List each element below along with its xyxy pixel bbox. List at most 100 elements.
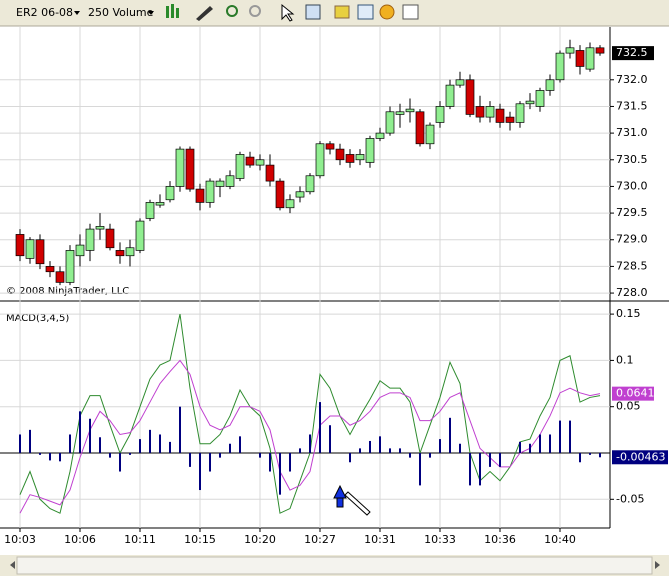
- x-tick-label: 10:33: [424, 533, 456, 546]
- candle-body: [215, 180, 225, 187]
- icon[interactable]: [196, 6, 213, 21]
- candle-body: [365, 138, 375, 163]
- candle-body: [395, 111, 405, 115]
- candle-body: [555, 52, 565, 81]
- candle-body: [295, 191, 305, 198]
- candle-body: [405, 108, 415, 113]
- candle-body: [265, 164, 275, 182]
- candle-body: [445, 84, 455, 107]
- candle-body: [275, 180, 285, 209]
- candle-body: [595, 47, 605, 54]
- scrollbar-track[interactable]: [16, 556, 653, 575]
- candle-body: [115, 250, 125, 257]
- icon[interactable]: [171, 4, 174, 18]
- candle-body: [125, 247, 135, 257]
- candle-body: [105, 228, 115, 249]
- marker-arrow: [333, 484, 347, 499]
- price-badge-label: 732.5: [616, 46, 648, 59]
- scroll-left[interactable]: [10, 561, 15, 569]
- toolbar-icons[interactable]: [166, 3, 419, 22]
- y-tick-label: 729.0: [616, 233, 648, 246]
- candle-body: [585, 47, 595, 70]
- candle-body: [455, 79, 465, 86]
- candle-body: [305, 175, 315, 193]
- candle-body: [255, 159, 265, 166]
- candle-body: [505, 116, 515, 123]
- candle-body: [335, 148, 345, 161]
- x-tick-label: 10:40: [544, 533, 576, 546]
- candle-body: [515, 103, 525, 123]
- indicator-title: MACD(3,4,5): [6, 313, 69, 324]
- y-tick-label: 728.5: [616, 259, 648, 272]
- dropdown-arrow[interactable]: [74, 11, 80, 15]
- icon[interactable]: [249, 5, 261, 17]
- candle-body: [175, 148, 185, 187]
- y-tick-label: -0.05: [616, 492, 644, 505]
- indicator-line: [19, 359, 601, 514]
- candle-body: [135, 220, 145, 251]
- icon[interactable]: [226, 5, 238, 17]
- candle-body: [435, 106, 445, 123]
- value-badge-label: 0.0641: [616, 387, 655, 400]
- candle-body: [165, 186, 175, 201]
- candle-body: [25, 239, 35, 259]
- candle-body: [85, 228, 95, 251]
- indicator-line: [19, 314, 601, 514]
- icon[interactable]: [357, 4, 374, 20]
- x-tick-label: 10:15: [184, 533, 216, 546]
- x-tick-label: 10:03: [4, 533, 36, 546]
- y-tick-label: 0.05: [616, 400, 641, 413]
- candle-body: [575, 50, 585, 67]
- cursor: [344, 491, 371, 516]
- icon[interactable]: [305, 4, 321, 20]
- y-tick-label: 730.0: [616, 179, 648, 192]
- icon[interactable]: [402, 4, 419, 20]
- candle-body: [485, 106, 495, 118]
- icon[interactable]: [334, 5, 350, 19]
- candle-body: [495, 108, 505, 123]
- candle-body: [425, 124, 435, 145]
- candle-body: [285, 199, 295, 209]
- dropdown-arrow[interactable]: [148, 11, 154, 15]
- candle-body: [325, 143, 335, 150]
- y-tick-label: 731.5: [616, 99, 648, 112]
- candle-body: [75, 244, 85, 257]
- candle-body: [45, 266, 55, 273]
- candle-body: [475, 106, 485, 118]
- candle-body: [145, 202, 155, 219]
- candle-body: [385, 111, 395, 134]
- y-tick-label: 730.5: [616, 153, 648, 166]
- x-tick-label: 10:27: [304, 533, 336, 546]
- candle-body: [525, 100, 535, 105]
- candle-body: [155, 202, 165, 206]
- candle-body: [245, 156, 255, 166]
- candle-body: [315, 143, 325, 177]
- icon[interactable]: [379, 4, 395, 20]
- icon[interactable]: [281, 3, 295, 22]
- period-selector[interactable]: 250 Volume: [88, 6, 154, 19]
- candle-body: [205, 180, 215, 203]
- x-tick-label: 10:31: [364, 533, 396, 546]
- scroll-right[interactable]: [655, 561, 660, 569]
- y-tick-label: 729.5: [616, 206, 648, 219]
- candle-body: [185, 148, 195, 190]
- candle-body: [95, 226, 105, 230]
- y-tick-label: 0.15: [616, 307, 641, 320]
- x-tick-label: 10:20: [244, 533, 276, 546]
- x-tick-label: 10:36: [484, 533, 516, 546]
- candle-body: [415, 111, 425, 145]
- candle-body: [355, 154, 365, 161]
- candle-body: [55, 271, 65, 283]
- candle-body: [235, 154, 245, 179]
- candle-body: [195, 188, 205, 203]
- x-tick-label: 10:11: [124, 533, 156, 546]
- instrument-selector[interactable]: ER2 06-08: [16, 6, 73, 19]
- icon[interactable]: [166, 6, 169, 18]
- y-tick-label: 728.0: [616, 286, 648, 299]
- icon[interactable]: [176, 8, 179, 18]
- value-badge: [612, 450, 668, 465]
- candle-body: [545, 79, 555, 91]
- marker-arrow: [336, 497, 344, 508]
- candle-body: [565, 47, 575, 54]
